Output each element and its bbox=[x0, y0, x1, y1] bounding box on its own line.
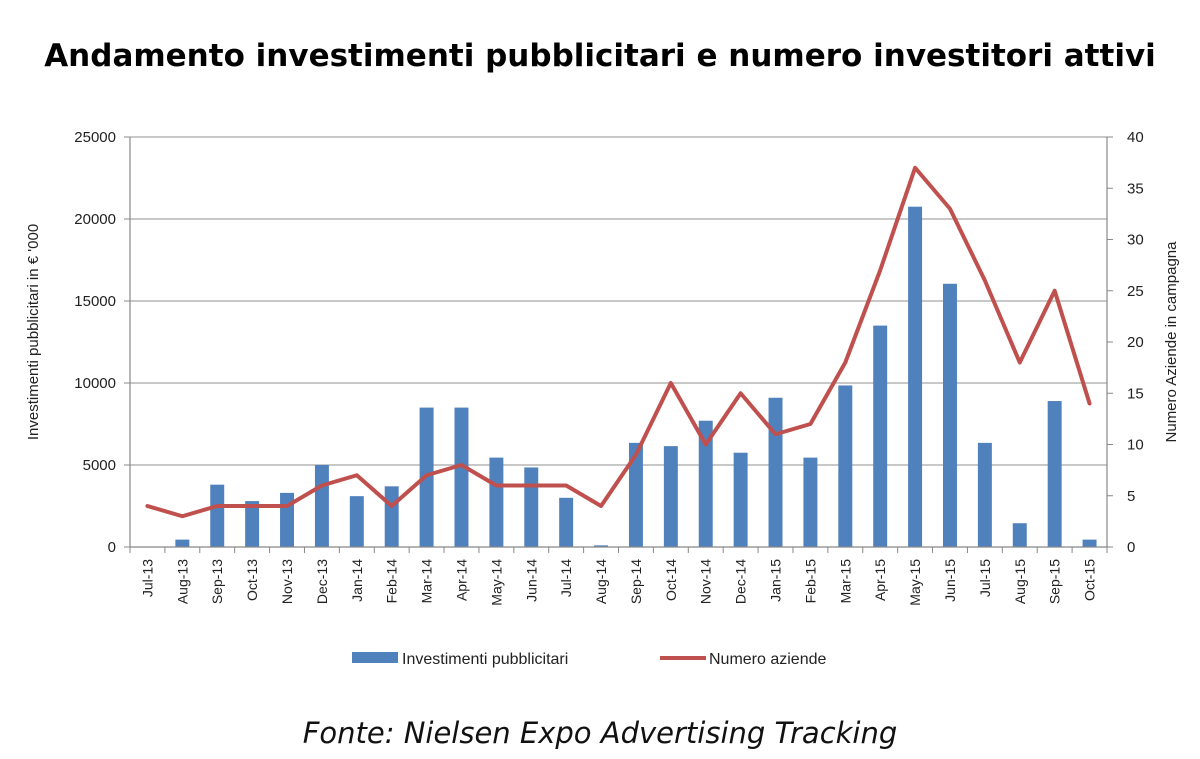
y-tick-label: 10000 bbox=[74, 375, 116, 392]
y-tick-label: 5000 bbox=[83, 457, 116, 474]
y-axis-label: Investimenti pubblicitari in € '000 bbox=[25, 224, 42, 440]
bar bbox=[210, 484, 225, 547]
axes bbox=[124, 136, 1113, 553]
x-tick-label: Sep-15 bbox=[1047, 559, 1063, 604]
x-tick-label: Jan-15 bbox=[768, 559, 784, 602]
bar bbox=[733, 452, 748, 547]
bar bbox=[1047, 401, 1062, 547]
bar bbox=[698, 420, 713, 547]
bar bbox=[559, 497, 574, 547]
x-tick-label: Jul-15 bbox=[977, 559, 993, 597]
bar bbox=[349, 496, 364, 547]
x-tick-label: Jul-13 bbox=[139, 559, 155, 597]
x-tick-label: Dec-14 bbox=[733, 559, 749, 604]
x-tick-label: May-15 bbox=[907, 559, 923, 606]
y-tick-label: 0 bbox=[108, 539, 116, 556]
bar bbox=[908, 206, 923, 547]
x-tick-label: Jan-14 bbox=[349, 559, 365, 602]
chart-title: Andamento investimenti pubblicitari e nu… bbox=[44, 38, 1156, 74]
tick-labels: 0 5000 10000 15000 20000 25000 0 5 10 15 20 25 30 35 4… bbox=[74, 129, 1143, 606]
y2-tick-label: 15 bbox=[1127, 385, 1144, 402]
x-tick-label: Sep-14 bbox=[628, 559, 644, 604]
grid-lines bbox=[130, 136, 1107, 466]
bar bbox=[663, 446, 678, 547]
series-line bbox=[145, 165, 1092, 519]
bar bbox=[1082, 539, 1097, 547]
x-tick-label: Feb-15 bbox=[802, 559, 818, 604]
y-tick-label: 15000 bbox=[74, 293, 116, 310]
x-tick-label: Nov-14 bbox=[698, 559, 714, 604]
bar bbox=[384, 486, 399, 547]
x-tick-label: Aug-15 bbox=[1012, 559, 1028, 604]
bar bbox=[245, 501, 260, 547]
x-tick-label: Sep-13 bbox=[209, 559, 225, 604]
x-tick-label: Nov-13 bbox=[279, 559, 295, 604]
bar bbox=[175, 539, 190, 547]
bar bbox=[489, 457, 504, 547]
x-tick-label: Jun-15 bbox=[942, 559, 958, 602]
y2-axis-label: Numero Aziende in campagna bbox=[1163, 241, 1180, 443]
y2-tick-label: 30 bbox=[1127, 232, 1144, 249]
source-note: Fonte: Nielsen Expo Advertising Tracking bbox=[303, 716, 898, 750]
legend-swatch-bars bbox=[352, 652, 398, 663]
x-tick-label: Dec-13 bbox=[314, 559, 330, 604]
y-tick-label: 25000 bbox=[74, 129, 116, 146]
bar bbox=[628, 442, 643, 547]
y2-tick-label: 20 bbox=[1127, 334, 1144, 351]
x-tick-label: Aug-14 bbox=[593, 559, 609, 604]
x-tick-label: Jun-14 bbox=[523, 559, 539, 602]
bar bbox=[803, 457, 818, 547]
bar bbox=[594, 545, 609, 547]
bar bbox=[314, 465, 329, 547]
bar bbox=[943, 283, 957, 547]
y2-tick-label: 0 bbox=[1127, 539, 1135, 556]
y2-tick-label: 10 bbox=[1127, 437, 1144, 454]
bar-series bbox=[175, 206, 1097, 547]
bar bbox=[1012, 523, 1027, 547]
bar bbox=[873, 325, 888, 547]
bar bbox=[768, 397, 783, 547]
x-tick-label: Jul-14 bbox=[558, 559, 574, 597]
bar bbox=[838, 385, 853, 547]
x-tick-label: Oct-14 bbox=[663, 559, 679, 601]
x-tick-label: Apr-15 bbox=[872, 559, 888, 601]
y2-tick-label: 5 bbox=[1127, 488, 1135, 505]
bar bbox=[977, 442, 992, 547]
legend-label-line: Numero aziende bbox=[709, 651, 827, 668]
x-tick-label: Apr-14 bbox=[453, 559, 469, 601]
y2-tick-label: 40 bbox=[1127, 129, 1144, 146]
line-series bbox=[145, 165, 1092, 519]
x-tick-label: Mar-15 bbox=[837, 559, 853, 604]
x-tick-label: Oct-13 bbox=[244, 559, 260, 601]
legend-label-bars: Investimenti pubblicitari bbox=[402, 651, 568, 668]
y2-tick-label: 35 bbox=[1127, 180, 1144, 197]
x-tick-label: Mar-14 bbox=[419, 559, 435, 604]
x-tick-label: May-14 bbox=[488, 559, 504, 606]
x-tick-label: Aug-13 bbox=[174, 559, 190, 604]
x-tick-label: Feb-14 bbox=[384, 559, 400, 604]
bar bbox=[454, 407, 469, 547]
x-tick-label: Oct-15 bbox=[1082, 559, 1098, 601]
bar bbox=[524, 467, 539, 547]
y2-tick-label: 25 bbox=[1127, 283, 1144, 300]
y-tick-label: 20000 bbox=[74, 211, 116, 228]
legend: Investimenti pubblicitari Numero aziende bbox=[352, 651, 827, 668]
